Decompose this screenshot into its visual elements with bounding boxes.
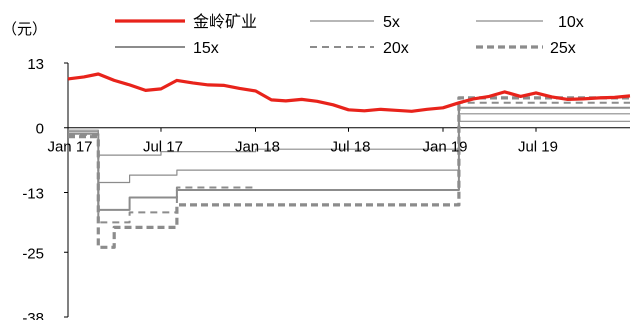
y-tick-label: 13 — [27, 56, 44, 73]
legend-label-20x: 20x — [383, 40, 409, 57]
x-tick-label: Jul 18 — [330, 139, 370, 156]
series-group — [67, 72, 631, 249]
y-axis-label: （元） — [2, 21, 47, 38]
x-tick-label: Jul 17 — [143, 139, 183, 156]
legend-label-15x: 15x — [193, 40, 219, 57]
x-tick-label: Jan 19 — [422, 139, 467, 156]
y-tick-label: -25 — [22, 245, 44, 262]
y-tick-label: -13 — [22, 185, 44, 202]
y-tick-label: 0 — [36, 121, 44, 138]
series-line-金岭矿业 — [67, 72, 631, 113]
x-tick-label: Jul 19 — [518, 139, 558, 156]
legend-label-金岭矿业: 金岭矿业 — [193, 13, 257, 31]
series-line-25x — [68, 96, 630, 249]
series-line-20x — [68, 101, 630, 224]
legend-label-10x: 10x — [558, 14, 584, 31]
axes — [64, 62, 630, 318]
legend-label-25x: 25x — [550, 40, 576, 57]
legend-label-5x: 5x — [383, 14, 400, 31]
tick-labels: 13 0 -13 -25 -38 Jan 17 Jul 17 Jan 18 Jul 18 Jan … — [22, 56, 558, 320]
y-tick-label: -38 — [22, 310, 44, 320]
legend: 金岭矿业 5x 10x 15x 20x 25x — [115, 13, 584, 57]
x-tick-label: Jan 17 — [47, 139, 92, 156]
series-line-15x — [68, 106, 630, 211]
x-tick-label: Jan 18 — [235, 139, 280, 156]
